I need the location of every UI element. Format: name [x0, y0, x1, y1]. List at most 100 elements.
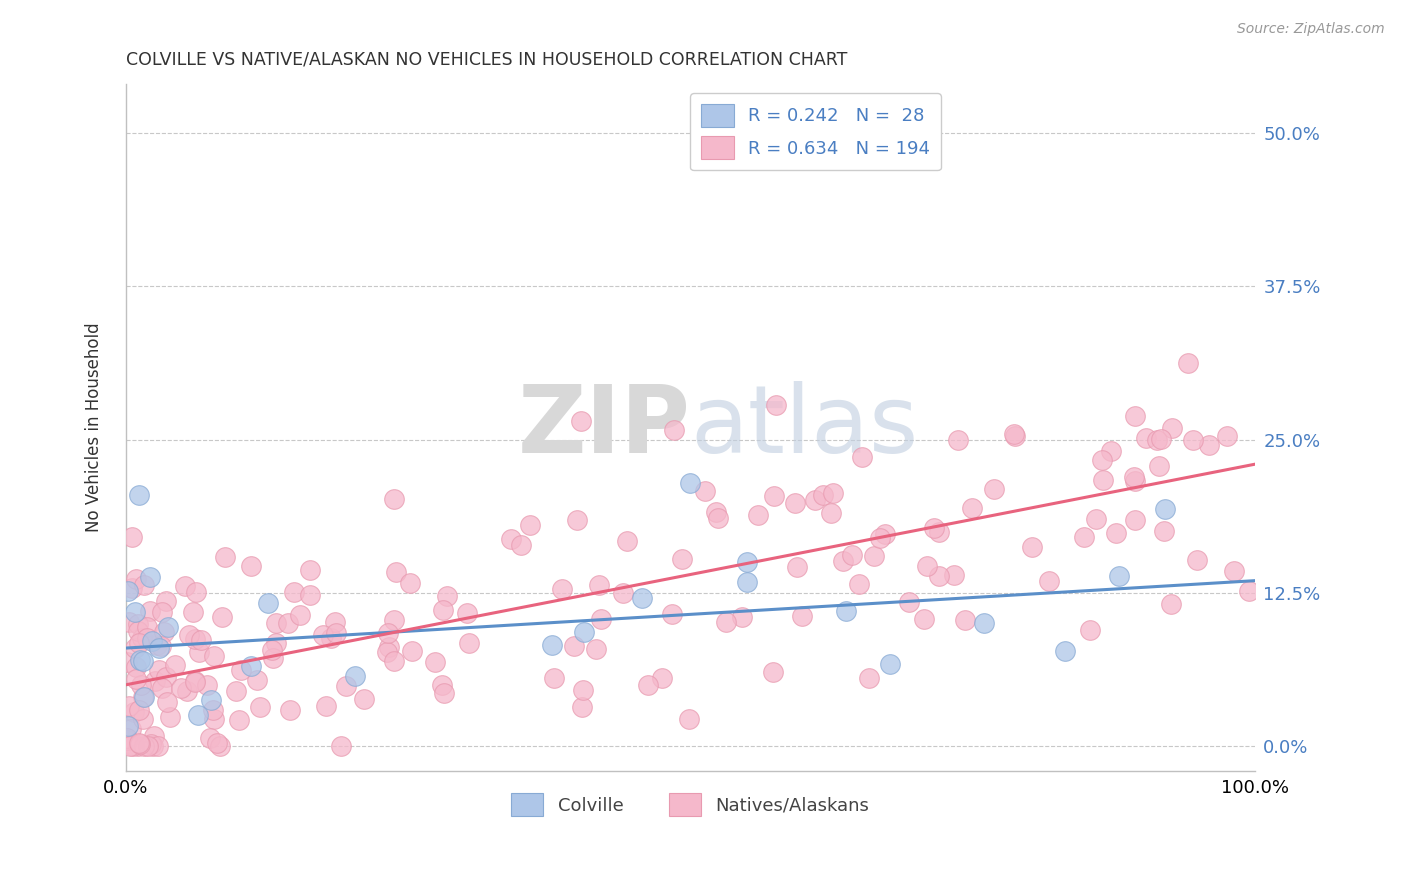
Point: [790, 609, 813, 624]
Point: [731, 610, 754, 624]
Point: [565, 513, 588, 527]
Point: [762, 489, 785, 503]
Point: [202, 712, 225, 726]
Point: [323, 615, 346, 629]
Point: [249, 699, 271, 714]
Point: [183, 673, 205, 688]
Point: [146, 739, 169, 754]
Point: [125, 572, 148, 586]
Point: [651, 671, 673, 685]
Point: [117, 584, 139, 599]
Text: COLVILLE VS NATIVE/ALASKAN NO VEHICLES IN HOUSEHOLD CORRELATION CHART: COLVILLE VS NATIVE/ALASKAN NO VEHICLES I…: [125, 51, 846, 69]
Point: [153, 624, 176, 639]
Point: [765, 397, 787, 411]
Point: [283, 585, 305, 599]
Point: [841, 549, 863, 563]
Point: [205, 736, 228, 750]
Point: [1198, 437, 1220, 451]
Point: [128, 736, 150, 750]
Point: [1150, 433, 1173, 447]
Point: [184, 675, 207, 690]
Point: [353, 691, 375, 706]
Point: [423, 655, 446, 669]
Point: [456, 606, 478, 620]
Point: [811, 488, 834, 502]
Point: [150, 605, 173, 619]
Point: [131, 631, 153, 645]
Point: [229, 663, 252, 677]
Point: [510, 538, 533, 552]
Point: [181, 605, 204, 619]
Point: [155, 670, 177, 684]
Point: [858, 671, 880, 685]
Point: [225, 684, 247, 698]
Text: atlas: atlas: [690, 382, 918, 474]
Point: [200, 692, 222, 706]
Point: [288, 608, 311, 623]
Point: [430, 678, 453, 692]
Point: [1147, 458, 1170, 473]
Point: [174, 579, 197, 593]
Point: [1160, 421, 1182, 435]
Point: [382, 614, 405, 628]
Point: [312, 628, 335, 642]
Point: [132, 578, 155, 592]
Point: [124, 605, 146, 619]
Point: [239, 558, 262, 573]
Point: [873, 526, 896, 541]
Point: [735, 555, 758, 569]
Point: [786, 560, 808, 574]
Point: [706, 511, 728, 525]
Point: [115, 733, 138, 747]
Point: [385, 566, 408, 580]
Point: [1004, 426, 1026, 441]
Point: [1146, 433, 1168, 447]
Point: [1123, 475, 1146, 489]
Point: [177, 628, 200, 642]
Point: [820, 506, 842, 520]
Point: [735, 575, 758, 590]
Point: [433, 686, 456, 700]
Point: [122, 738, 145, 752]
Point: [132, 712, 155, 726]
Point: [128, 488, 150, 502]
Point: [572, 682, 595, 697]
Point: [574, 625, 596, 640]
Point: [128, 737, 150, 751]
Point: [321, 631, 343, 645]
Point: [1073, 530, 1095, 544]
Point: [128, 635, 150, 649]
Point: [148, 664, 170, 678]
Point: [869, 531, 891, 545]
Point: [928, 568, 950, 582]
Point: [262, 643, 284, 657]
Point: [551, 582, 574, 596]
Point: [148, 640, 170, 655]
Point: [169, 681, 191, 695]
Point: [1160, 597, 1182, 611]
Point: [278, 703, 301, 717]
Point: [1135, 431, 1157, 445]
Point: [432, 603, 454, 617]
Point: [190, 632, 212, 647]
Point: [117, 719, 139, 733]
Point: [211, 610, 233, 624]
Point: [1215, 428, 1237, 442]
Point: [540, 639, 562, 653]
Point: [157, 620, 180, 634]
Point: [124, 673, 146, 687]
Point: [1105, 525, 1128, 540]
Point: [1153, 502, 1175, 516]
Point: [384, 491, 406, 506]
Point: [124, 641, 146, 656]
Point: [401, 643, 423, 657]
Point: [325, 626, 347, 640]
Point: [564, 639, 586, 653]
Point: [124, 705, 146, 719]
Point: [127, 624, 149, 639]
Point: [832, 554, 855, 568]
Point: [195, 678, 218, 692]
Point: [834, 604, 856, 618]
Point: [499, 532, 522, 546]
Point: [946, 433, 969, 447]
